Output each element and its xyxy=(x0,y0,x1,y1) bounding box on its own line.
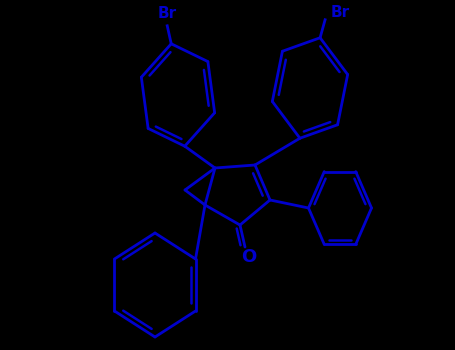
Text: Br: Br xyxy=(330,5,349,20)
Text: O: O xyxy=(241,248,257,266)
Text: Br: Br xyxy=(158,6,177,21)
